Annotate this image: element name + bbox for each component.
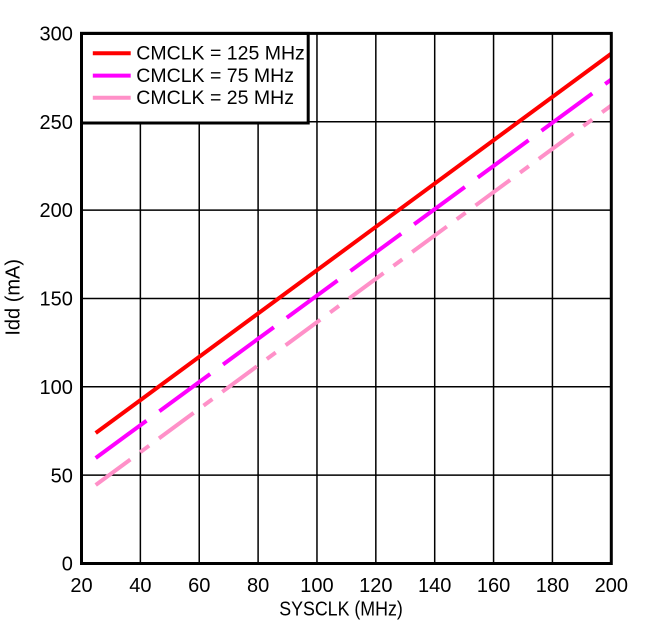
svg-text:40: 40 (129, 575, 151, 597)
svg-text:160: 160 (477, 575, 510, 597)
svg-text:50: 50 (51, 465, 73, 487)
svg-text:60: 60 (188, 575, 210, 597)
svg-text:250: 250 (40, 112, 73, 134)
svg-text:180: 180 (536, 575, 569, 597)
svg-text:20: 20 (70, 575, 92, 597)
svg-text:200: 200 (595, 575, 628, 597)
svg-text:150: 150 (40, 289, 73, 311)
svg-text:300: 300 (40, 24, 73, 46)
svg-text:100: 100 (40, 377, 73, 399)
svg-text:100: 100 (300, 575, 333, 597)
svg-text:200: 200 (40, 200, 73, 222)
svg-text:80: 80 (247, 575, 269, 597)
svg-text:CMCLK = 125 MHz: CMCLK = 125 MHz (136, 43, 305, 65)
svg-text:120: 120 (359, 575, 392, 597)
svg-text:Idd (mA): Idd (mA) (2, 259, 24, 336)
svg-text:CMCLK = 25 MHz: CMCLK = 25 MHz (136, 87, 294, 109)
svg-text:CMCLK = 75 MHz: CMCLK = 75 MHz (136, 65, 294, 87)
svg-text:0: 0 (62, 554, 73, 576)
svg-text:140: 140 (418, 575, 451, 597)
svg-text:SYSCLK (MHz): SYSCLK (MHz) (279, 598, 403, 620)
